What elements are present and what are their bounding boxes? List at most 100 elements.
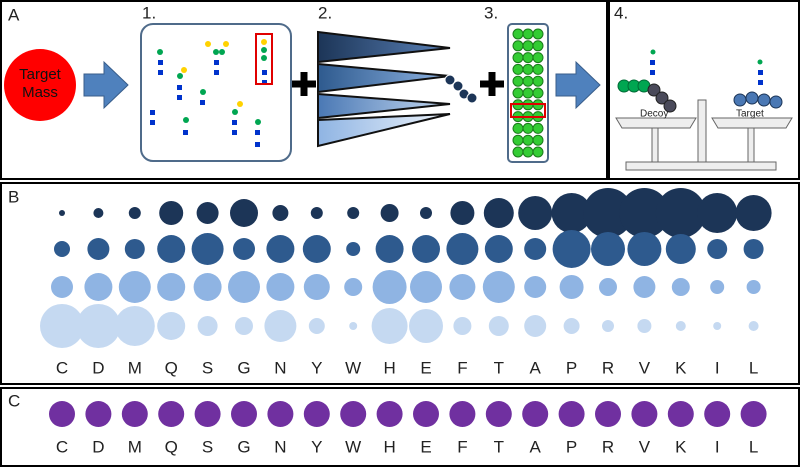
residue-label: Y bbox=[311, 358, 322, 377]
bubble bbox=[228, 271, 260, 303]
step-label: 1. bbox=[142, 3, 156, 22]
bubble bbox=[627, 232, 662, 266]
bubble bbox=[482, 271, 515, 303]
residue-label: Y bbox=[311, 437, 322, 456]
bubble bbox=[446, 233, 479, 265]
residue-label: F bbox=[457, 437, 467, 456]
bubble bbox=[591, 232, 625, 266]
residue-label: I bbox=[715, 358, 720, 377]
bubble bbox=[308, 318, 325, 334]
bead bbox=[512, 87, 524, 99]
bead bbox=[532, 75, 544, 87]
bubble bbox=[713, 322, 722, 330]
residue-label: E bbox=[420, 437, 431, 456]
bubble bbox=[450, 201, 475, 225]
residue-label: K bbox=[675, 437, 687, 456]
bubble bbox=[124, 239, 145, 259]
panel-label: A bbox=[8, 5, 20, 24]
uniform-bubble bbox=[449, 401, 476, 427]
bubble bbox=[524, 238, 547, 260]
uniform-bubble bbox=[49, 401, 75, 427]
residue-label: W bbox=[345, 358, 361, 377]
bead bbox=[512, 134, 524, 146]
bubble bbox=[484, 235, 513, 263]
bubble bbox=[114, 306, 155, 346]
bubble bbox=[233, 238, 255, 260]
bubble bbox=[583, 188, 633, 238]
arrow bbox=[83, 60, 129, 110]
beads bbox=[512, 28, 544, 158]
bubble bbox=[230, 199, 258, 227]
bubble bbox=[633, 276, 656, 298]
uniform-bubble bbox=[303, 401, 330, 427]
panel-a-frame bbox=[0, 0, 608, 180]
panel-label: C bbox=[8, 391, 20, 410]
uniform-bubble bbox=[631, 401, 658, 427]
highlight bbox=[510, 103, 546, 118]
panel-4-frame bbox=[608, 0, 800, 180]
bubble bbox=[524, 315, 547, 337]
bubble bbox=[157, 312, 186, 340]
bubble bbox=[76, 304, 121, 348]
uniform-bubble bbox=[267, 401, 294, 427]
bubble bbox=[157, 273, 186, 301]
bead bbox=[532, 146, 544, 158]
bead bbox=[512, 146, 524, 158]
bubble bbox=[746, 280, 761, 294]
bubble bbox=[602, 320, 614, 332]
uniform-bubble bbox=[595, 401, 621, 427]
bubble bbox=[453, 317, 472, 335]
bubble bbox=[552, 230, 591, 268]
uniform-bubble bbox=[740, 401, 767, 427]
residue-label: I bbox=[715, 437, 720, 456]
decoy-label: Decoy bbox=[640, 109, 668, 120]
residue-label: D bbox=[92, 437, 104, 456]
glycan-structures bbox=[150, 33, 273, 147]
residue-label: T bbox=[494, 358, 504, 377]
bubble bbox=[483, 198, 514, 228]
bubble bbox=[347, 207, 360, 219]
bubble bbox=[410, 271, 442, 303]
uniform-bubble bbox=[340, 401, 367, 427]
residue-label: F bbox=[457, 358, 467, 377]
balance bbox=[615, 49, 793, 171]
bubble bbox=[743, 239, 764, 259]
bubble bbox=[697, 193, 738, 233]
bubble bbox=[671, 278, 690, 296]
bubble bbox=[303, 274, 330, 300]
bubble bbox=[93, 208, 104, 218]
bead bbox=[522, 40, 534, 52]
residue-label: W bbox=[345, 437, 361, 456]
uniform-bubble bbox=[485, 401, 512, 427]
bubble bbox=[40, 304, 84, 348]
bead bbox=[512, 122, 524, 134]
bead bbox=[532, 134, 544, 146]
bubble bbox=[272, 205, 289, 221]
bead bbox=[532, 40, 544, 52]
bubble bbox=[371, 308, 408, 344]
residue-label: K bbox=[675, 358, 687, 377]
residue-label: V bbox=[639, 437, 651, 456]
bubble bbox=[159, 201, 184, 225]
bead bbox=[522, 63, 534, 75]
residue-label: L bbox=[749, 437, 758, 456]
bubble bbox=[559, 275, 584, 299]
plus bbox=[292, 72, 316, 96]
bubble bbox=[118, 271, 151, 303]
uniform-bubble bbox=[85, 401, 112, 427]
bubble bbox=[420, 207, 432, 219]
uniform-bubble bbox=[231, 401, 257, 427]
residue-label: S bbox=[202, 437, 213, 456]
bubble bbox=[524, 276, 547, 298]
bead bbox=[512, 63, 524, 75]
step-label: 3. bbox=[484, 3, 498, 22]
bubble bbox=[707, 239, 728, 259]
bubble bbox=[191, 233, 224, 265]
bubble bbox=[488, 316, 509, 336]
bubble bbox=[599, 278, 617, 296]
bubble bbox=[196, 202, 219, 224]
bubble bbox=[349, 322, 358, 330]
bubble bbox=[346, 242, 361, 256]
step-label: 2. bbox=[318, 3, 332, 22]
residue-label: T bbox=[494, 437, 504, 456]
